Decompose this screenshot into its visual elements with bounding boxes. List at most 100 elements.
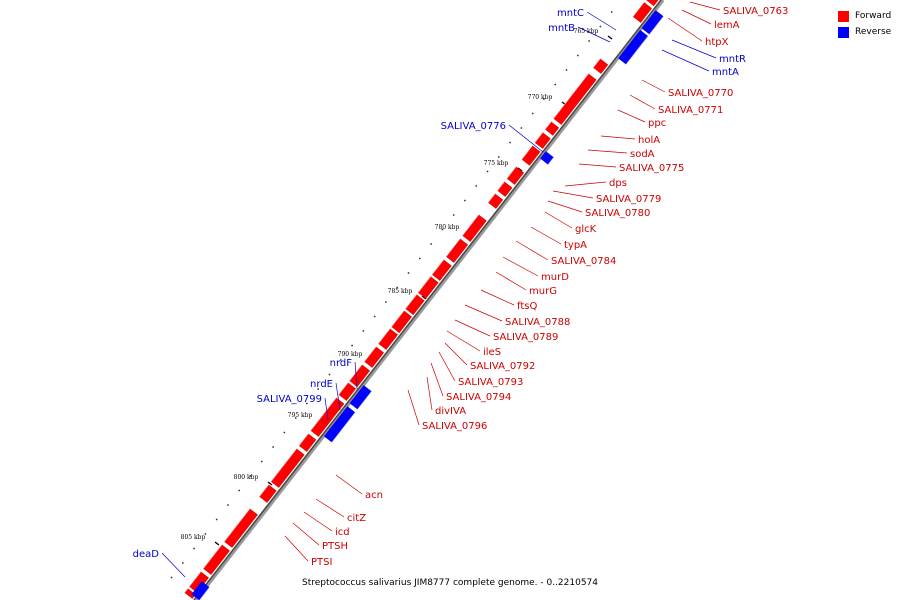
- gene-label-saliva-0763: SALIVA_0763: [723, 6, 788, 17]
- reverse-gene: [349, 384, 372, 410]
- tick-mark: [421, 295, 427, 300]
- gene-label-saliva-0792: SALIVA_0792: [470, 361, 535, 372]
- leader-line: [600, 135, 636, 140]
- scale-dot: [531, 112, 534, 115]
- forward-gene-highlight: [506, 166, 517, 179]
- gene-label-icd: icd: [335, 527, 350, 538]
- tick-mark: [267, 481, 273, 486]
- forward-gene-highlight: [487, 193, 496, 203]
- gene-label-mntc: mntC: [557, 8, 584, 19]
- scale-dot: [520, 127, 523, 129]
- forward-gene-highlight: [298, 433, 309, 446]
- forward-swatch: [838, 10, 849, 22]
- forward-gene-highlight: [270, 448, 298, 482]
- backbone-line: [193, 0, 662, 600]
- gene-label-iles: ileS: [483, 347, 501, 358]
- gene-label-ptsi: PTSI: [311, 557, 332, 568]
- scale-dot: [260, 460, 263, 463]
- scale-dot: [249, 475, 252, 477]
- forward-gene-highlight: [258, 484, 269, 497]
- leader-line: [547, 200, 583, 213]
- scale-dot: [543, 98, 545, 100]
- gene-label-saliva-0770: SALIVA_0770: [668, 88, 733, 99]
- scale-dot: [441, 228, 444, 231]
- forward-gene-highlight: [553, 73, 589, 119]
- tick-label: 805 kbp: [181, 534, 206, 541]
- gene-label-mntb: mntB: [548, 23, 575, 34]
- gene-label-nrdf: nrdF: [330, 358, 353, 369]
- gene-label-saliva-0771: SALIVA_0771: [658, 105, 723, 116]
- tick-label: 770 kbp: [528, 94, 553, 101]
- leader-line: [454, 319, 491, 337]
- gene-label-acn: acn: [365, 490, 383, 501]
- reverse-gene-highlight: [625, 35, 649, 65]
- gene-label-saliva-0776: SALIVA_0776: [441, 121, 506, 132]
- scale-dot: [396, 286, 399, 289]
- leader-line: [617, 109, 646, 123]
- legend-reverse: Reverse: [838, 24, 891, 40]
- scale-dot: [430, 243, 432, 245]
- forward-gene-highlight: [377, 328, 391, 344]
- forward-gene-highlight: [319, 397, 337, 419]
- leader-line: [284, 535, 309, 562]
- forward-gene-highlight: [184, 588, 189, 593]
- gene-arrows: [184, 0, 664, 600]
- scale-dots: [170, 11, 613, 579]
- scale-dot: [576, 54, 579, 57]
- backbone-shadow: [194, 0, 665, 600]
- scale-dot: [204, 533, 207, 535]
- scale-dot: [373, 315, 376, 318]
- gene-label-saliva-0784: SALIVA_0784: [551, 256, 616, 267]
- scale-dot: [238, 489, 241, 492]
- leader-line: [586, 11, 617, 31]
- gene-label-murg: murG: [529, 286, 557, 297]
- gene-label-nrde: nrdE: [310, 379, 333, 390]
- forward-gene-highlight: [363, 346, 377, 362]
- forward-gene-highlight: [521, 145, 533, 160]
- gene-label-lema: lemA: [714, 20, 740, 31]
- scale-dot: [215, 518, 218, 521]
- legend: Forward Reverse: [838, 8, 891, 40]
- tick-label: 780 kbp: [435, 224, 460, 231]
- gene-label-dead: deaD: [133, 549, 160, 560]
- tick-mark: [517, 167, 523, 172]
- leader-line: [502, 256, 539, 277]
- scale-dot: [509, 141, 511, 144]
- scale-dot: [385, 301, 387, 303]
- forward-gene-highlight: [544, 121, 552, 130]
- scale-dot: [362, 330, 365, 332]
- forward-gene: [645, 0, 659, 7]
- gene-label-saliva-0789: SALIVA_0789: [493, 332, 558, 343]
- reverse-gene-highlight: [357, 391, 372, 410]
- forward-gene-highlight: [632, 1, 645, 17]
- leader-line: [438, 351, 456, 382]
- gene-label-saliva-0775: SALIVA_0775: [619, 163, 684, 174]
- forward-gene: [553, 73, 597, 126]
- scale-ticks: 765 kbp 770 kbp 775 kbp 780 kbp 785 kbp 790 k…: [181, 28, 613, 546]
- gene-label-ftsq: ftsQ: [517, 301, 537, 312]
- scale-dot: [272, 446, 274, 448]
- scale-dot: [170, 576, 173, 579]
- gene-label-glck: glcK: [575, 224, 597, 235]
- legend-forward-label: Forward: [855, 11, 892, 21]
- leader-line: [426, 376, 433, 411]
- reverse-gene: [323, 405, 356, 443]
- leader-line: [667, 17, 703, 42]
- scale-dot: [452, 214, 455, 216]
- forward-gene-highlight: [202, 544, 223, 569]
- gene-label-hola: holA: [638, 135, 660, 146]
- scale-dot: [227, 504, 229, 506]
- scale-dot: [181, 562, 184, 564]
- gene-label-saliva-0788: SALIVA_0788: [505, 317, 570, 328]
- forward-gene-highlight: [391, 310, 405, 328]
- leader-line: [671, 39, 717, 59]
- leader-line: [444, 342, 468, 366]
- scale-dot: [418, 257, 421, 260]
- scale-dot: [464, 199, 466, 202]
- forward-gene: [431, 259, 452, 282]
- forward-gene-highlight: [445, 238, 461, 257]
- scale-dot: [486, 170, 489, 173]
- gene-label-saliva-0796: SALIVA_0796: [422, 421, 487, 432]
- leader-line: [689, 1, 721, 11]
- forward-gene-highlight: [188, 571, 202, 587]
